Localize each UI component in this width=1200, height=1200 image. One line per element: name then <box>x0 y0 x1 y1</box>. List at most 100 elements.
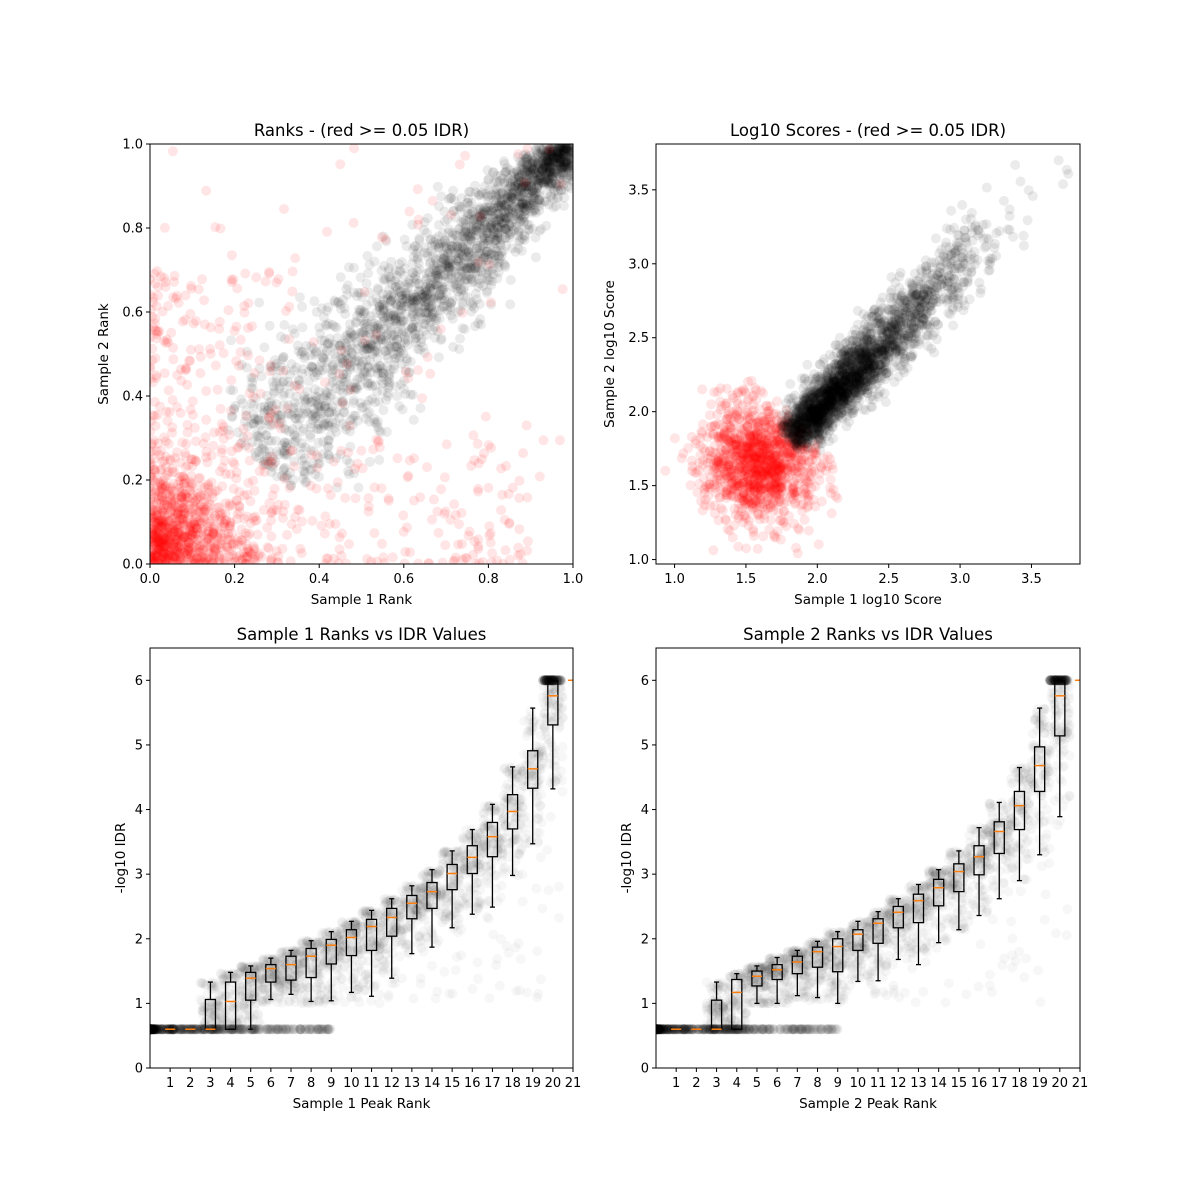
black-scatter-point <box>479 233 490 244</box>
black-scatter-point <box>552 179 563 190</box>
black-scatter-point <box>315 423 326 434</box>
red-scatter-point <box>158 515 169 526</box>
black-scatter-point <box>442 301 452 312</box>
black-scatter-point <box>476 248 487 259</box>
black-scatter-point <box>513 226 524 237</box>
black-scatter-point <box>465 297 476 307</box>
black-scatter-point <box>373 396 384 407</box>
black-scatter-point <box>348 410 359 421</box>
black-scatter-point <box>464 249 475 260</box>
black-scatter-point <box>419 247 430 258</box>
black-scatter-point <box>542 157 553 168</box>
red-scatter-point <box>235 334 246 345</box>
black-scatter-point <box>520 195 531 206</box>
red-scatter-point <box>409 495 419 506</box>
black-scatter-point <box>476 215 487 226</box>
black-scatter-point <box>542 175 553 186</box>
black-scatter-point <box>386 279 397 290</box>
red-scatter-point <box>669 433 680 444</box>
black-scatter-point <box>339 303 350 314</box>
black-scatter-point <box>492 233 503 244</box>
black-scatter-point <box>352 311 363 322</box>
black-scatter-point <box>352 374 363 385</box>
black-scatter-point <box>475 240 486 251</box>
red-scatter-point <box>704 427 715 438</box>
red-scatter-point <box>446 209 457 220</box>
black-scatter-point <box>320 319 331 330</box>
black-scatter-point <box>305 432 316 443</box>
black-scatter-point <box>314 401 325 412</box>
black-scatter-point <box>518 191 528 202</box>
red-scatter-point <box>660 465 671 476</box>
black-scatter-point <box>365 342 376 353</box>
black-scatter-point <box>348 395 359 406</box>
black-scatter-point <box>285 369 296 380</box>
black-scatter-point <box>313 386 324 397</box>
black-scatter-point <box>310 391 321 402</box>
black-scatter-point <box>250 414 261 425</box>
black-scatter-point <box>495 213 505 224</box>
black-scatter-point <box>355 361 366 372</box>
black-scatter-point <box>484 223 495 234</box>
black-scatter-point <box>491 246 502 257</box>
black-scatter-point <box>505 212 516 223</box>
black-scatter-point <box>508 184 519 194</box>
black-scatter-point <box>240 416 250 427</box>
black-scatter-point <box>340 347 350 358</box>
black-scatter-point <box>553 157 564 168</box>
black-scatter-point <box>443 273 454 284</box>
black-scatter-point <box>383 327 394 338</box>
black-scatter-point <box>362 343 373 354</box>
black-scatter-point <box>375 332 386 342</box>
black-scatter-point <box>421 286 431 297</box>
black-scatter-point <box>410 277 421 288</box>
black-scatter-point <box>512 185 523 196</box>
ranks-scatter-plot: 0.0 0.2 0.4 0.6 0.8 1.00.00.20.40.60.81.0Rank… <box>96 121 583 608</box>
black-scatter-point <box>534 195 545 206</box>
black-scatter-point <box>302 393 313 404</box>
red-scatter-point <box>250 511 261 522</box>
black-scatter-point <box>483 195 493 206</box>
black-scatter-point <box>462 292 473 303</box>
black-scatter-point <box>432 258 443 269</box>
black-scatter-point <box>281 424 291 435</box>
black-scatter-point <box>367 340 378 351</box>
black-scatter-point <box>436 257 447 268</box>
black-scatter-point <box>390 265 401 276</box>
red-scatter-point <box>720 398 731 409</box>
black-scatter-point <box>376 299 387 310</box>
black-scatter-point <box>503 173 514 184</box>
red-scatter-point <box>160 337 171 348</box>
black-scatter-point <box>527 170 538 181</box>
black-scatter-point <box>267 400 278 411</box>
black-scatter-point <box>556 156 567 167</box>
black-scatter-point <box>499 214 510 225</box>
black-scatter-point <box>504 232 515 243</box>
black-scatter-point <box>465 235 476 245</box>
black-scatter-point <box>403 367 414 378</box>
black-scatter-point <box>453 255 464 266</box>
black-scatter-point <box>324 453 335 464</box>
black-scatter-point <box>475 278 485 289</box>
black-scatter-point <box>538 162 549 173</box>
black-scatter-point <box>481 246 492 257</box>
black-scatter-point <box>561 160 572 171</box>
black-scatter-point <box>424 301 435 312</box>
black-scatter-point <box>344 458 355 469</box>
black-scatter-point <box>467 298 478 309</box>
black-scatter-point <box>557 145 568 156</box>
black-scatter-point <box>527 159 538 170</box>
black-scatter-point <box>341 424 352 435</box>
black-scatter-point <box>407 322 418 333</box>
black-scatter-point <box>395 343 406 354</box>
black-scatter-point <box>563 167 573 177</box>
black-scatter-point <box>410 291 420 302</box>
black-scatter-point <box>435 335 446 345</box>
black-scatter-point <box>420 287 431 298</box>
black-scatter-point <box>319 349 330 360</box>
black-scatter-point <box>518 163 529 174</box>
y-tick-label: 0.8 <box>122 222 143 237</box>
red-scatter-point <box>178 506 189 517</box>
black-scatter-point <box>433 265 444 276</box>
black-scatter-point <box>290 413 301 424</box>
